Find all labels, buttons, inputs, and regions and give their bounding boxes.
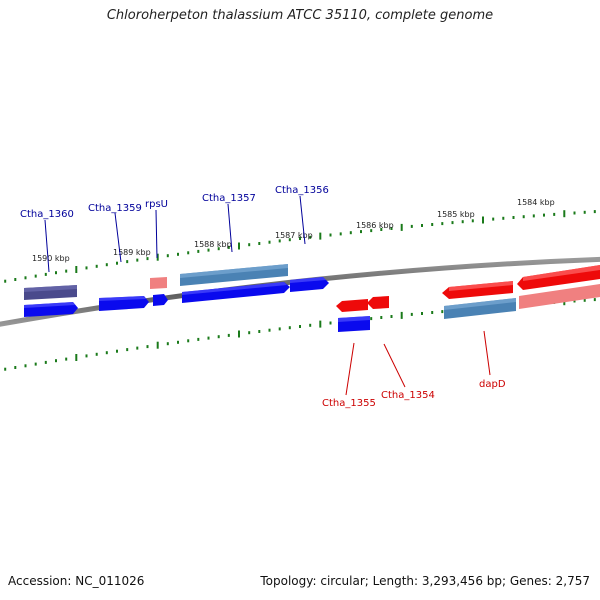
leader-line xyxy=(383,343,406,388)
leader-line xyxy=(299,195,306,245)
leader-line xyxy=(227,203,233,253)
scale-tick-label: 1584 kbp xyxy=(517,198,555,207)
outer-scale-ring xyxy=(4,210,596,283)
feature-rpsu-gene[interactable] xyxy=(150,277,167,289)
gene-label-rpsu[interactable]: rpsU xyxy=(145,199,168,210)
scale-tick-label: 1589 kbp xyxy=(113,248,151,257)
gene-label-ctha1359[interactable]: Ctha_1359 xyxy=(88,203,142,214)
map-title: Chloroherpeton thalassium ATCC 35110, co… xyxy=(106,8,494,23)
feature-ctha1354-gene[interactable] xyxy=(367,296,389,309)
feature-dapd-gene[interactable] xyxy=(442,281,513,299)
feature-ctha1356-cds[interactable] xyxy=(290,277,329,292)
gene-label-ctha1354[interactable]: Ctha_1354 xyxy=(381,390,435,401)
feature-next-cds[interactable] xyxy=(519,284,600,309)
feature-ctha1357-cds[interactable] xyxy=(182,282,290,303)
gene-label-ctha1357[interactable]: Ctha_1357 xyxy=(202,193,256,204)
scale-tick-label: 1590 kbp xyxy=(32,254,70,263)
gene-label-ctha1356[interactable]: Ctha_1356 xyxy=(275,185,329,196)
scale-tick-label: 1588 kbp xyxy=(194,240,232,249)
feature-ctha1355-gene[interactable] xyxy=(336,299,368,312)
scale-tick-label: 1585 kbp xyxy=(437,210,475,219)
leader-line xyxy=(155,209,158,259)
leader-line xyxy=(345,342,355,396)
accession-text: Accession: NC_011026 xyxy=(8,574,145,588)
scale-tick-label: 1587 kbp xyxy=(275,231,313,240)
feature-next-gene[interactable] xyxy=(517,265,600,290)
feature-dapd-cds[interactable] xyxy=(444,298,516,319)
leader-line xyxy=(483,330,491,376)
feature-ctha1355-cds[interactable] xyxy=(338,316,370,332)
feature-ctha1360-cds[interactable] xyxy=(24,302,78,317)
genome-summary-text: Topology: circular; Length: 3,293,456 bp… xyxy=(260,574,590,588)
gene-label-dapd[interactable]: dapD xyxy=(479,379,506,390)
gene-label-ctha1355[interactable]: Ctha_1355 xyxy=(322,398,376,409)
feature-rpsu-cds[interactable] xyxy=(153,294,168,306)
leader-line xyxy=(44,219,50,273)
scale-tick-label: 1586 kbp xyxy=(356,221,394,230)
gene-label-ctha1360[interactable]: Ctha_1360 xyxy=(20,209,74,220)
leader-line xyxy=(114,212,122,263)
feature-ctha1357-gene[interactable] xyxy=(180,264,288,286)
feature-ctha1360-gene[interactable] xyxy=(24,285,77,300)
feature-ctha1359-cds[interactable] xyxy=(99,296,149,311)
